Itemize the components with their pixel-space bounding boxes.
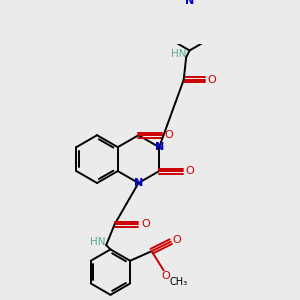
Text: O: O [208, 75, 216, 85]
Text: HN: HN [171, 49, 186, 59]
Text: O: O [172, 235, 181, 245]
Text: O: O [185, 166, 194, 176]
Text: N: N [185, 0, 194, 6]
Text: O: O [165, 130, 174, 140]
Text: O: O [141, 219, 150, 230]
Text: N: N [154, 142, 164, 152]
Text: CH₃: CH₃ [169, 277, 187, 287]
Text: N: N [134, 178, 143, 188]
Text: O: O [162, 271, 170, 281]
Text: HN: HN [90, 237, 105, 247]
